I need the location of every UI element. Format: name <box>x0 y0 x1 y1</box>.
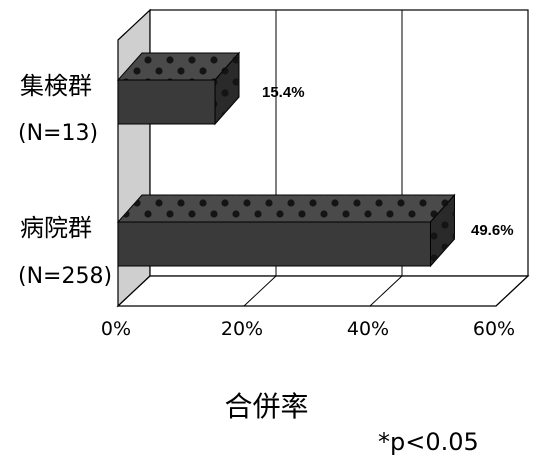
bars <box>116 51 456 268</box>
data-label-2: 49.6% <box>471 222 514 239</box>
floor-gridline-60 <box>495 275 529 307</box>
bar-top-texture-2 <box>118 195 455 222</box>
x-tick-label-40: 40% <box>347 318 389 340</box>
bar-top-texture-1 <box>118 53 240 80</box>
floor-gridline-20 <box>243 275 277 307</box>
category-label-2: 病院群 <box>20 214 92 242</box>
chart-floor <box>116 275 530 307</box>
category-n-label-2: (N=258) <box>18 264 112 289</box>
significance-note: *p<0.05 <box>378 428 479 456</box>
bar-end-texture-1 <box>215 53 240 124</box>
floor-gridline-40 <box>369 275 403 307</box>
bar-2 <box>117 221 431 267</box>
category-label-1: 集検群 <box>20 72 92 100</box>
x-axis-title: 合併率 <box>224 390 309 423</box>
category-n-label-1: (N=13) <box>18 121 98 146</box>
bar-end-texture-2 <box>430 195 455 266</box>
x-tick-label-20: 20% <box>221 318 263 340</box>
bar-1 <box>117 79 216 125</box>
x-tick-label-0: 0% <box>101 318 131 340</box>
x-tick-label-60: 60% <box>473 318 515 340</box>
data-label-1: 15.4% <box>262 84 305 101</box>
